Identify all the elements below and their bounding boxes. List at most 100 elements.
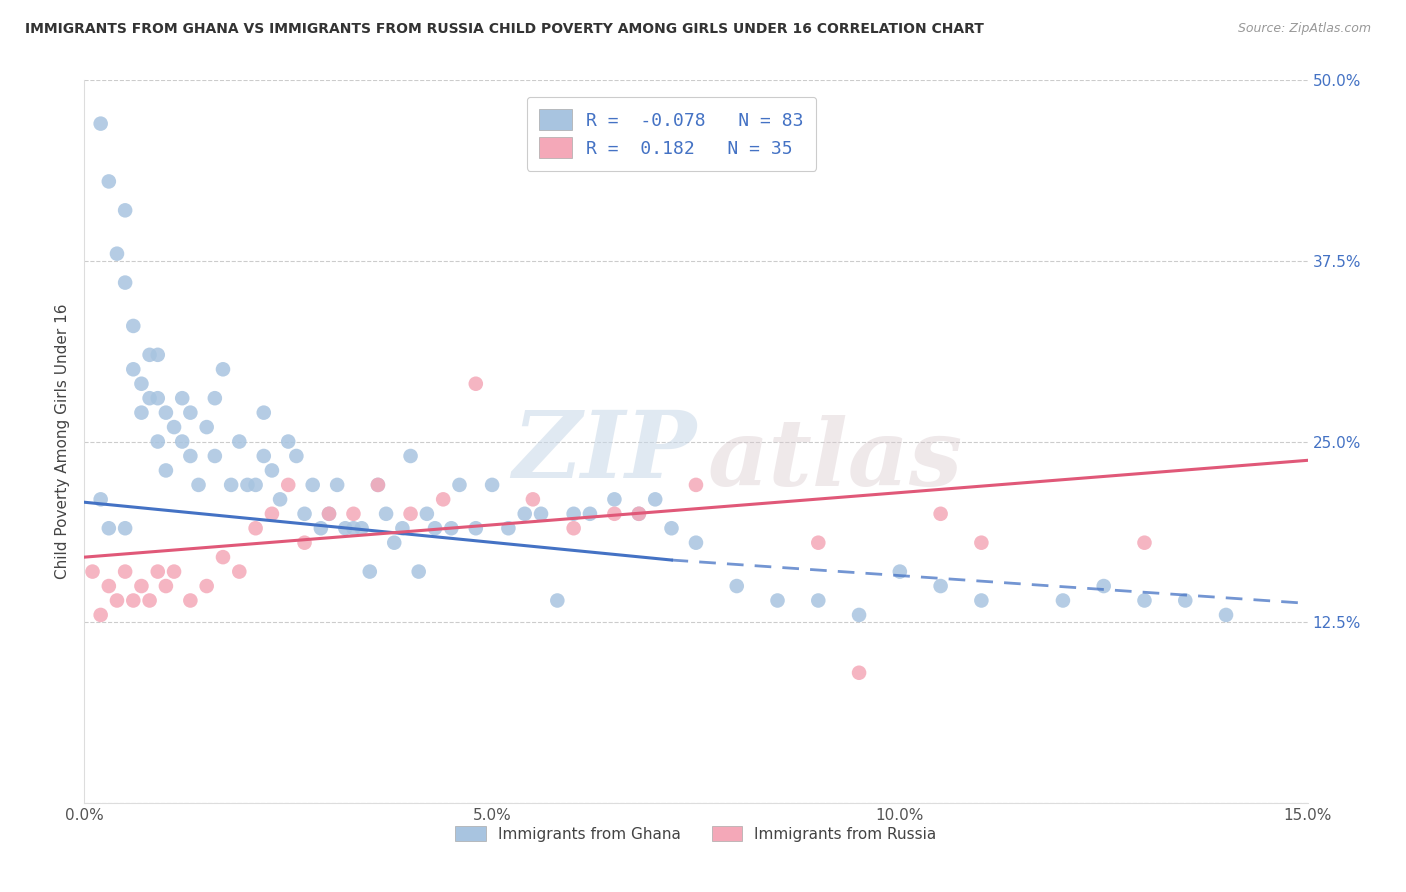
Point [546,593,568,607]
Point [399,507,422,521]
Point [644,492,666,507]
Point [105,246,128,260]
Point [285,449,308,463]
Point [97,174,120,188]
Point [301,478,323,492]
Point [146,434,169,449]
Point [195,420,218,434]
Text: IMMIGRANTS FROM GHANA VS IMMIGRANTS FROM RUSSIA CHILD POVERTY AMONG GIRLS UNDER : IMMIGRANTS FROM GHANA VS IMMIGRANTS FROM… [25,22,984,37]
Point [661,521,683,535]
Point [1133,535,1156,549]
Point [416,507,439,521]
Point [97,579,120,593]
Point [342,507,364,521]
Point [449,478,471,492]
Point [350,521,373,535]
Point [179,406,201,420]
Point [131,376,153,391]
Point [367,478,389,492]
Point [1174,593,1197,607]
Point [187,478,209,492]
Point [253,449,276,463]
Point [236,478,259,492]
Point [464,521,486,535]
Point [408,565,430,579]
Point [1133,593,1156,607]
Point [326,478,349,492]
Point [90,117,112,131]
Point [228,565,250,579]
Point [522,492,544,507]
Point [179,449,201,463]
Point [260,463,283,477]
Point [260,507,283,521]
Point [146,348,169,362]
Text: ZIP: ZIP [512,408,696,498]
Point [245,478,267,492]
Point [513,507,536,521]
Point [579,507,602,521]
Point [342,521,364,535]
Point [970,593,993,607]
Point [807,535,830,549]
Point [367,478,389,492]
Point [318,507,340,521]
Point [245,521,267,535]
Point [627,507,650,521]
Point [138,593,160,607]
Point [294,507,316,521]
Point [391,521,413,535]
Point [1052,593,1074,607]
Point [212,362,235,376]
Point [253,406,276,420]
Point [114,521,136,535]
Point [179,593,201,607]
Point [138,348,160,362]
Point [269,492,291,507]
Point [766,593,789,607]
Point [423,521,446,535]
Point [498,521,520,535]
Point [155,463,177,477]
Point [114,203,136,218]
Point [725,579,748,593]
Point [309,521,332,535]
Point [114,565,136,579]
Point [90,607,112,622]
Point [122,362,145,376]
Point [294,535,316,549]
Point [929,507,952,521]
Point [105,593,128,607]
Point [204,449,226,463]
Point [359,565,381,579]
Point [440,521,463,535]
Point [277,434,299,449]
Point [685,535,707,549]
Point [122,593,145,607]
Point [382,535,405,549]
Point [82,565,104,579]
Point [131,406,153,420]
Point [228,434,250,449]
Text: Source: ZipAtlas.com: Source: ZipAtlas.com [1237,22,1371,36]
Point [219,478,242,492]
Point [122,318,145,333]
Point [627,507,650,521]
Point [1092,579,1115,593]
Point [172,391,194,405]
Point [970,535,993,549]
Point [212,550,235,565]
Point [399,449,422,463]
Point [138,391,160,405]
Point [146,391,169,405]
Point [889,565,911,579]
Point [530,507,553,521]
Point [97,521,120,535]
Point [131,579,153,593]
Legend: Immigrants from Ghana, Immigrants from Russia: Immigrants from Ghana, Immigrants from R… [447,818,945,849]
Point [172,434,194,449]
Point [848,607,870,622]
Point [481,478,503,492]
Point [848,665,870,680]
Point [1215,607,1237,622]
